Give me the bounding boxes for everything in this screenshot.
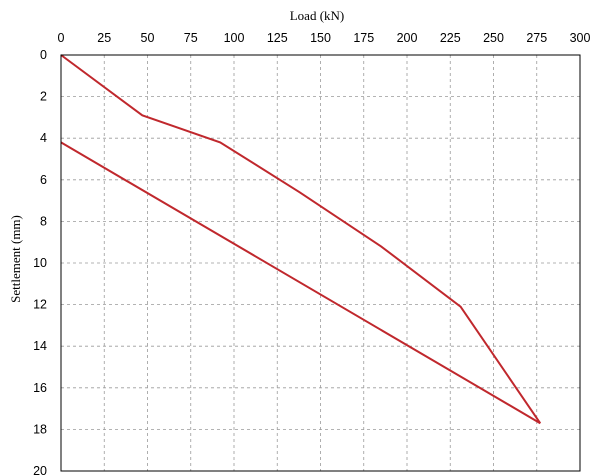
y-tick-label: 14: [33, 339, 47, 353]
x-tick-label: 150: [310, 31, 331, 45]
y-tick-label: 6: [40, 173, 47, 187]
load-settlement-line: [60, 54, 542, 425]
y-tick-label: 16: [33, 381, 47, 395]
x-tick-label: 0: [58, 31, 65, 45]
x-tick-label: 25: [97, 31, 111, 45]
y-tick-label: 12: [33, 298, 47, 312]
x-axis-title: Load (kN): [290, 8, 345, 23]
x-tick-label: 175: [353, 31, 374, 45]
y-tick-label: 20: [33, 464, 47, 476]
plot-frame: [60, 54, 581, 472]
x-tick-label: 100: [224, 31, 245, 45]
y-tick-label: 0: [40, 48, 47, 62]
y-tick-labels: 0 2 4 6 8 10 12 14 16 18 20: [33, 48, 47, 476]
x-tick-label: 200: [397, 31, 418, 45]
y-tick-label: 2: [40, 90, 47, 104]
y-axis-title: Settlement (mm): [8, 215, 23, 303]
y-tick-label: 18: [33, 422, 47, 436]
x-tick-label: 300: [570, 31, 591, 45]
x-tick-label: 125: [267, 31, 288, 45]
x-tick-label: 225: [440, 31, 461, 45]
y-tick-label: 10: [33, 256, 47, 270]
x-tick-label: 250: [483, 31, 504, 45]
series-group: [60, 54, 542, 425]
y-tick-label: 8: [40, 214, 47, 228]
x-tick-labels: 0 25 50 75 100 125 150 175 200 225 250 275 300: [58, 31, 591, 45]
grid: [61, 55, 580, 471]
x-tick-label: 275: [526, 31, 547, 45]
y-tick-label: 4: [40, 131, 47, 145]
x-tick-label: 75: [184, 31, 198, 45]
x-tick-label: 50: [141, 31, 155, 45]
